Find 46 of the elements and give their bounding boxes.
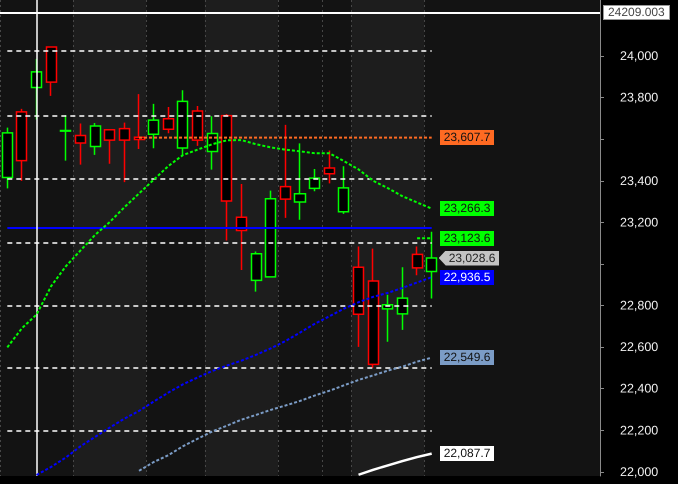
candlestick bbox=[368, 248, 380, 369]
y-tick-label: 22,400 bbox=[620, 382, 658, 396]
candlestick bbox=[60, 114, 72, 162]
y-tick-label: 23,800 bbox=[620, 90, 658, 105]
candlestick bbox=[90, 122, 102, 156]
y-tick-label: 23,400 bbox=[620, 174, 658, 188]
ref-line-label: 24209.003 bbox=[603, 5, 670, 20]
candlestick bbox=[236, 183, 248, 271]
candlestick bbox=[324, 150, 336, 184]
candlestick bbox=[220, 113, 232, 242]
candlestick bbox=[412, 246, 424, 276]
y-tick-label: 24,000 bbox=[620, 49, 658, 64]
y-tick-label: 22,800 bbox=[620, 298, 658, 313]
y-tick-label: 23,200 bbox=[620, 215, 658, 230]
candlestick bbox=[46, 46, 58, 97]
candlestick bbox=[308, 168, 320, 192]
candlestick bbox=[264, 190, 276, 278]
text: 23,028.6 bbox=[448, 250, 496, 265]
candlestick bbox=[162, 106, 174, 134]
candlestick bbox=[16, 108, 28, 182]
candlestick bbox=[118, 122, 130, 183]
candlestick bbox=[396, 266, 408, 331]
line-series bbox=[357, 452, 433, 476]
line-series bbox=[138, 356, 433, 472]
candlestick bbox=[104, 128, 116, 165]
candlestick bbox=[352, 246, 364, 348]
line-series bbox=[36, 276, 433, 476]
candlestick bbox=[148, 103, 160, 149]
candlestick bbox=[2, 126, 14, 190]
candlestick bbox=[74, 122, 86, 166]
candlestick bbox=[280, 124, 292, 219]
candlestick bbox=[382, 294, 394, 342]
y-tick-label: 22,000 bbox=[620, 464, 658, 479]
data-label: 22,549.6 bbox=[440, 350, 494, 366]
candlestick bbox=[250, 250, 262, 292]
y-tick-label: 22,200 bbox=[620, 423, 658, 438]
y-tick-label: 22,600 bbox=[620, 340, 658, 354]
data-label: 23,607.7 bbox=[440, 130, 494, 146]
data-label: 23,266.3 bbox=[440, 201, 494, 216]
candlestick bbox=[294, 142, 306, 220]
candlestick bbox=[192, 105, 204, 147]
data-label: 23,123.6 bbox=[440, 230, 494, 246]
candlestick bbox=[134, 93, 146, 150]
data-label: 22,087.7 bbox=[440, 446, 494, 462]
data-label: 22,936.5 bbox=[440, 270, 494, 285]
candlestick bbox=[338, 166, 350, 215]
